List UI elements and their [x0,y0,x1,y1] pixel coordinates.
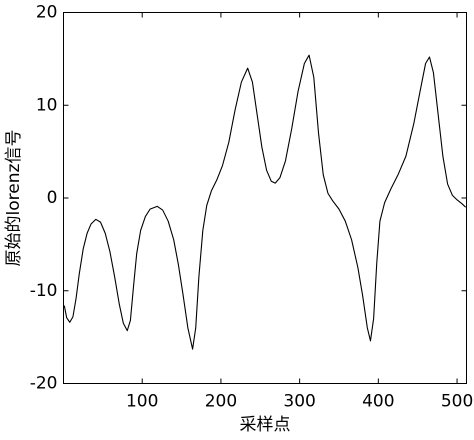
x-tick-label: 500 [441,392,473,412]
x-tick-label: 400 [362,392,394,412]
y-axis-label: 原始的lorenz信号 [4,130,24,267]
plot-frame [63,12,467,384]
y-tick-label: -10 [30,281,58,301]
y-tick-label: -20 [30,374,58,394]
x-tick-label: 200 [205,392,237,412]
y-tick-label: 10 [36,95,58,115]
data-line [63,54,467,350]
y-tick-label: 0 [47,188,58,208]
x-tick-label: 300 [283,392,315,412]
x-axis-label: 采样点 [240,415,291,435]
y-tick-label: 20 [36,3,58,23]
x-tick-label: 100 [126,392,158,412]
